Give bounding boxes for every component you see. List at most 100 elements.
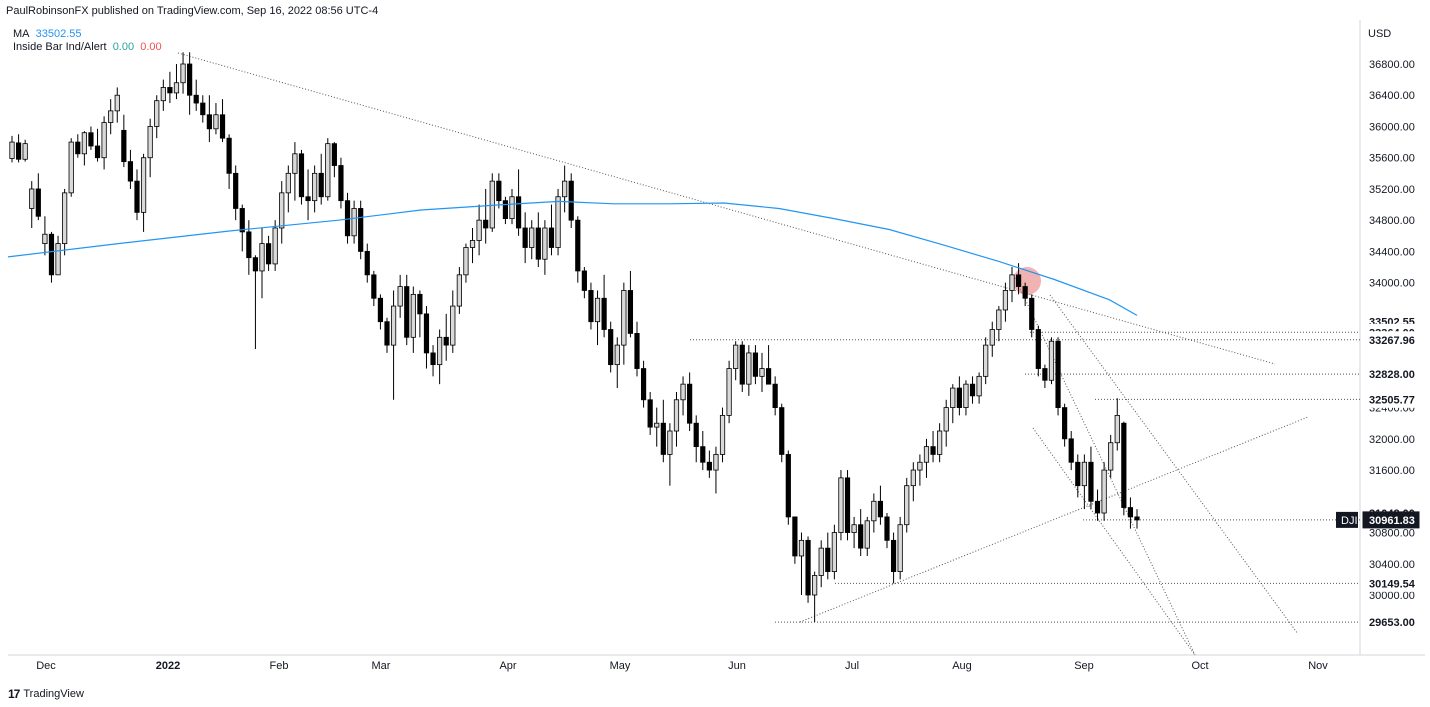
candle-body (904, 485, 910, 526)
candle-body (496, 180, 502, 202)
candle-body (614, 344, 620, 366)
x-tick-label: 2022 (156, 660, 180, 672)
candle-body (292, 153, 298, 174)
candle-body (114, 94, 120, 112)
candle-body (726, 368, 732, 416)
x-tick-label: Sep (1074, 660, 1094, 672)
y-tick-label: 30000.00 (1369, 590, 1415, 602)
candle-body (298, 153, 305, 198)
candle-body (252, 257, 259, 272)
trend-line (1049, 294, 1299, 635)
candle-body (430, 352, 436, 366)
tradingview-footer[interactable]: 17 TradingView (8, 687, 84, 701)
candle-body (364, 251, 370, 276)
candle-body (687, 383, 693, 424)
candle-body (719, 414, 726, 455)
tradingview-logo-icon: 17 (8, 687, 20, 701)
price-label: 32505.77 (1369, 394, 1415, 406)
candle-body (134, 180, 140, 213)
candle-body (917, 461, 923, 471)
candle-body (1114, 414, 1120, 444)
candle-body (312, 172, 318, 202)
x-tick-label: Oct (1191, 660, 1208, 672)
candle-body (1055, 340, 1061, 408)
candle-body (1015, 274, 1022, 287)
candle-body (818, 547, 824, 576)
candle-body (680, 383, 686, 401)
candle-body (825, 547, 831, 572)
candle-body (1035, 329, 1041, 369)
candle-body (285, 172, 291, 194)
candle-body (397, 286, 403, 307)
publisher-caption: PaulRobinsonFX published on TradingView.… (6, 5, 379, 17)
candle-body (950, 387, 956, 408)
price-label: 29653.00 (1369, 617, 1415, 629)
moving-average-line (7, 200, 1138, 316)
y-tick-label: 32000.00 (1369, 434, 1415, 446)
candle-body (265, 243, 272, 265)
candle-body (700, 446, 706, 463)
candle-body (219, 114, 226, 139)
candle-body (233, 172, 239, 209)
candle-body (1108, 442, 1114, 471)
candle-body (187, 63, 193, 96)
candle-body (160, 87, 166, 102)
candle-body (404, 286, 410, 338)
y-tick-label: 30800.00 (1369, 528, 1415, 540)
candle-body (325, 143, 331, 198)
candle-body (147, 126, 153, 159)
price-label: 30149.54 (1369, 578, 1416, 590)
candle-body (542, 227, 548, 260)
inside-bar-value-2: 0.00 (140, 41, 162, 53)
candle-body (871, 500, 877, 522)
candle-body (15, 142, 22, 160)
y-tick-label: 35200.00 (1369, 184, 1415, 196)
ma-value: 33502.55 (35, 28, 82, 40)
candle-body (29, 188, 35, 209)
candle-body (831, 532, 837, 572)
candle-body (1094, 500, 1101, 514)
price-label-bg (1362, 613, 1420, 631)
candle-body (943, 407, 949, 432)
price-label-bg (1362, 511, 1420, 529)
price-label-bg (1362, 574, 1420, 592)
price-label-bg (1362, 390, 1420, 408)
candle-body (200, 102, 206, 116)
x-tick-label: Nov (1308, 660, 1328, 672)
candle-body (910, 469, 916, 487)
candle-body (844, 477, 851, 533)
candle-body (673, 399, 680, 432)
candle-body (279, 192, 285, 229)
candle-body (601, 297, 607, 330)
candle-body (798, 539, 805, 557)
candle-body (864, 520, 870, 549)
candle-body (759, 368, 765, 377)
ma-indicator-legend[interactable]: MA 33502.55 (13, 28, 82, 40)
inside-bar-indicator-legend[interactable]: Inside Bar Ind/Alert 0.00 0.00 (13, 41, 162, 53)
candle-body (562, 180, 568, 198)
candle-body (746, 352, 752, 385)
candle-body (437, 336, 443, 366)
candle-body (555, 196, 561, 248)
candle-body (423, 313, 430, 354)
candle-body (996, 309, 1002, 330)
trend-line (1032, 427, 1196, 656)
candle-body (640, 368, 647, 401)
candle-body (976, 375, 982, 397)
candle-body (68, 141, 74, 194)
candle-body (693, 422, 699, 448)
candle-body (568, 180, 574, 221)
candle-body (522, 227, 528, 248)
candle-body (450, 305, 456, 346)
candle-body (667, 430, 673, 455)
candle-body (206, 114, 212, 130)
candle-body (75, 141, 81, 155)
candle-body (792, 516, 798, 557)
candle-body (226, 137, 232, 174)
candle-body (752, 352, 759, 377)
candle-body (88, 132, 94, 147)
price-label-bg (1362, 365, 1420, 383)
x-tick-label: Mar (372, 660, 391, 672)
currency-label: USD (1368, 28, 1392, 40)
